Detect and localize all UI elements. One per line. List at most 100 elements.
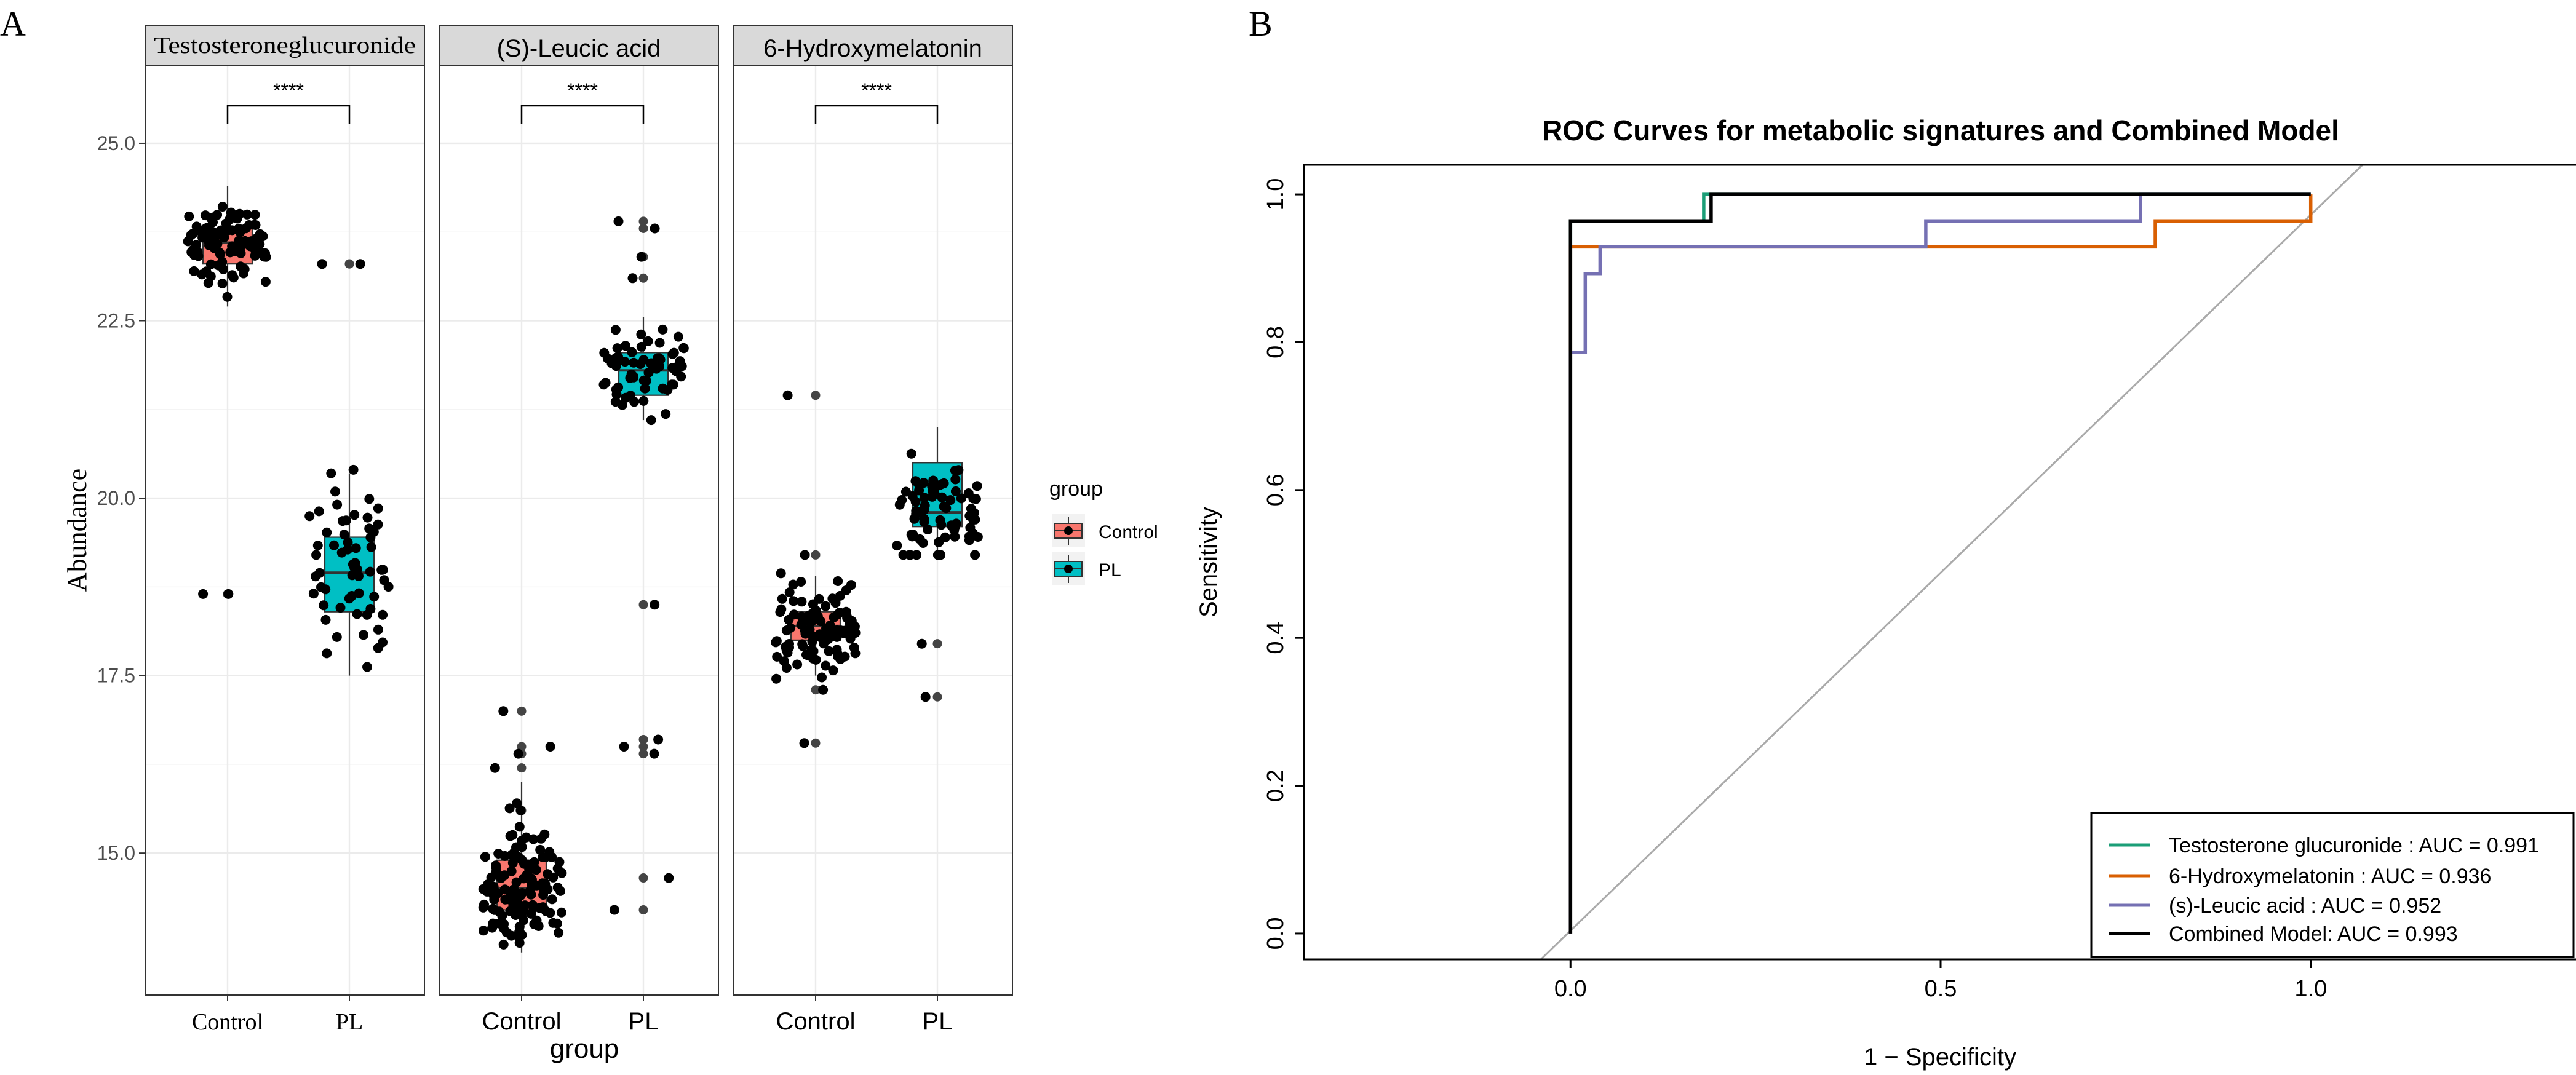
outlier-point bbox=[638, 742, 648, 752]
data-point bbox=[612, 343, 622, 354]
data-point bbox=[373, 503, 383, 514]
outlier-point bbox=[517, 706, 527, 716]
data-point bbox=[533, 921, 544, 931]
data-point bbox=[548, 918, 559, 928]
data-point bbox=[543, 869, 553, 879]
data-point bbox=[951, 518, 961, 529]
outlier-point bbox=[344, 259, 354, 269]
data-point bbox=[781, 663, 792, 673]
jitter-points-control bbox=[183, 202, 271, 599]
data-point bbox=[912, 550, 922, 560]
data-point bbox=[668, 379, 678, 390]
data-point bbox=[255, 229, 265, 239]
data-point bbox=[193, 225, 203, 236]
data-point bbox=[228, 272, 239, 283]
data-point bbox=[972, 481, 982, 491]
legend-key-control bbox=[1052, 514, 1085, 547]
data-point bbox=[308, 589, 319, 599]
data-point bbox=[819, 630, 830, 641]
y-tick-label: 0.0 bbox=[1263, 918, 1289, 950]
data-point bbox=[514, 822, 525, 832]
data-point bbox=[906, 448, 916, 459]
data-point bbox=[250, 210, 260, 220]
data-point bbox=[892, 541, 902, 551]
facet-testosteroneglucuronide: Testosteroneglucuronide **** bbox=[145, 25, 425, 996]
data-point bbox=[348, 464, 359, 475]
legend-title: group bbox=[1049, 477, 1103, 501]
data-point bbox=[801, 649, 811, 660]
data-point bbox=[505, 831, 515, 841]
data-point bbox=[635, 359, 645, 369]
data-point bbox=[511, 877, 522, 887]
data-point bbox=[312, 541, 323, 550]
legend-label-pl: PL bbox=[1099, 560, 1121, 581]
facet-title: (S)-Leucic acid bbox=[497, 35, 661, 62]
data-point bbox=[911, 509, 921, 519]
data-point bbox=[219, 232, 229, 242]
data-point bbox=[636, 252, 646, 262]
data-point bbox=[832, 609, 843, 620]
data-point bbox=[776, 568, 786, 579]
legend-key-pl bbox=[1052, 552, 1085, 585]
data-point bbox=[646, 415, 656, 426]
data-point bbox=[339, 530, 349, 540]
data-point bbox=[792, 659, 803, 670]
data-point bbox=[535, 844, 546, 855]
data-point bbox=[515, 891, 526, 900]
data-point bbox=[349, 510, 360, 520]
data-point bbox=[936, 520, 947, 530]
data-point bbox=[950, 474, 961, 485]
data-point bbox=[950, 466, 960, 475]
data-point bbox=[478, 902, 488, 913]
data-point bbox=[916, 638, 927, 649]
data-point bbox=[207, 226, 217, 237]
panel-a-label: A bbox=[0, 4, 26, 44]
data-point bbox=[326, 468, 336, 478]
data-point bbox=[330, 486, 340, 497]
data-point bbox=[818, 684, 829, 695]
data-point bbox=[556, 907, 566, 918]
data-point bbox=[317, 259, 327, 269]
data-point bbox=[806, 617, 817, 627]
data-point bbox=[638, 395, 649, 406]
data-point bbox=[653, 734, 664, 745]
data-point bbox=[233, 243, 243, 253]
data-point bbox=[205, 259, 216, 269]
data-point bbox=[373, 519, 383, 530]
data-point bbox=[490, 763, 500, 773]
data-point bbox=[619, 742, 629, 752]
jitter-points-pl bbox=[892, 448, 983, 702]
data-point bbox=[636, 341, 646, 352]
data-point bbox=[784, 639, 794, 649]
data-point bbox=[821, 660, 831, 671]
data-point bbox=[626, 369, 637, 379]
data-point bbox=[936, 550, 946, 560]
legend-label-6-hydroxymelatonin: 6-Hydroxymelatonin : AUC = 0.936 bbox=[2169, 865, 2491, 888]
data-point bbox=[217, 202, 228, 212]
data-point bbox=[950, 486, 961, 496]
data-point bbox=[316, 582, 326, 592]
data-point bbox=[488, 903, 498, 914]
data-point bbox=[531, 865, 541, 875]
data-point bbox=[611, 384, 621, 395]
data-point bbox=[378, 609, 388, 620]
data-point bbox=[186, 247, 197, 257]
data-point bbox=[483, 881, 494, 891]
data-point bbox=[828, 665, 838, 676]
data-point bbox=[678, 343, 689, 354]
data-point bbox=[547, 894, 557, 905]
data-point bbox=[658, 383, 668, 394]
data-point bbox=[479, 926, 488, 936]
data-point bbox=[782, 390, 793, 400]
data-point bbox=[348, 559, 358, 569]
data-point bbox=[205, 271, 216, 282]
data-point bbox=[673, 331, 683, 342]
x-tick-pl-3: PL bbox=[923, 1008, 953, 1035]
data-point bbox=[800, 550, 810, 560]
roc-title: ROC Curves for metabolic signatures and … bbox=[1542, 114, 2339, 146]
data-point bbox=[480, 852, 490, 862]
roc-curve-leucic bbox=[1568, 192, 2311, 934]
data-point bbox=[621, 341, 630, 351]
data-point bbox=[643, 367, 654, 378]
